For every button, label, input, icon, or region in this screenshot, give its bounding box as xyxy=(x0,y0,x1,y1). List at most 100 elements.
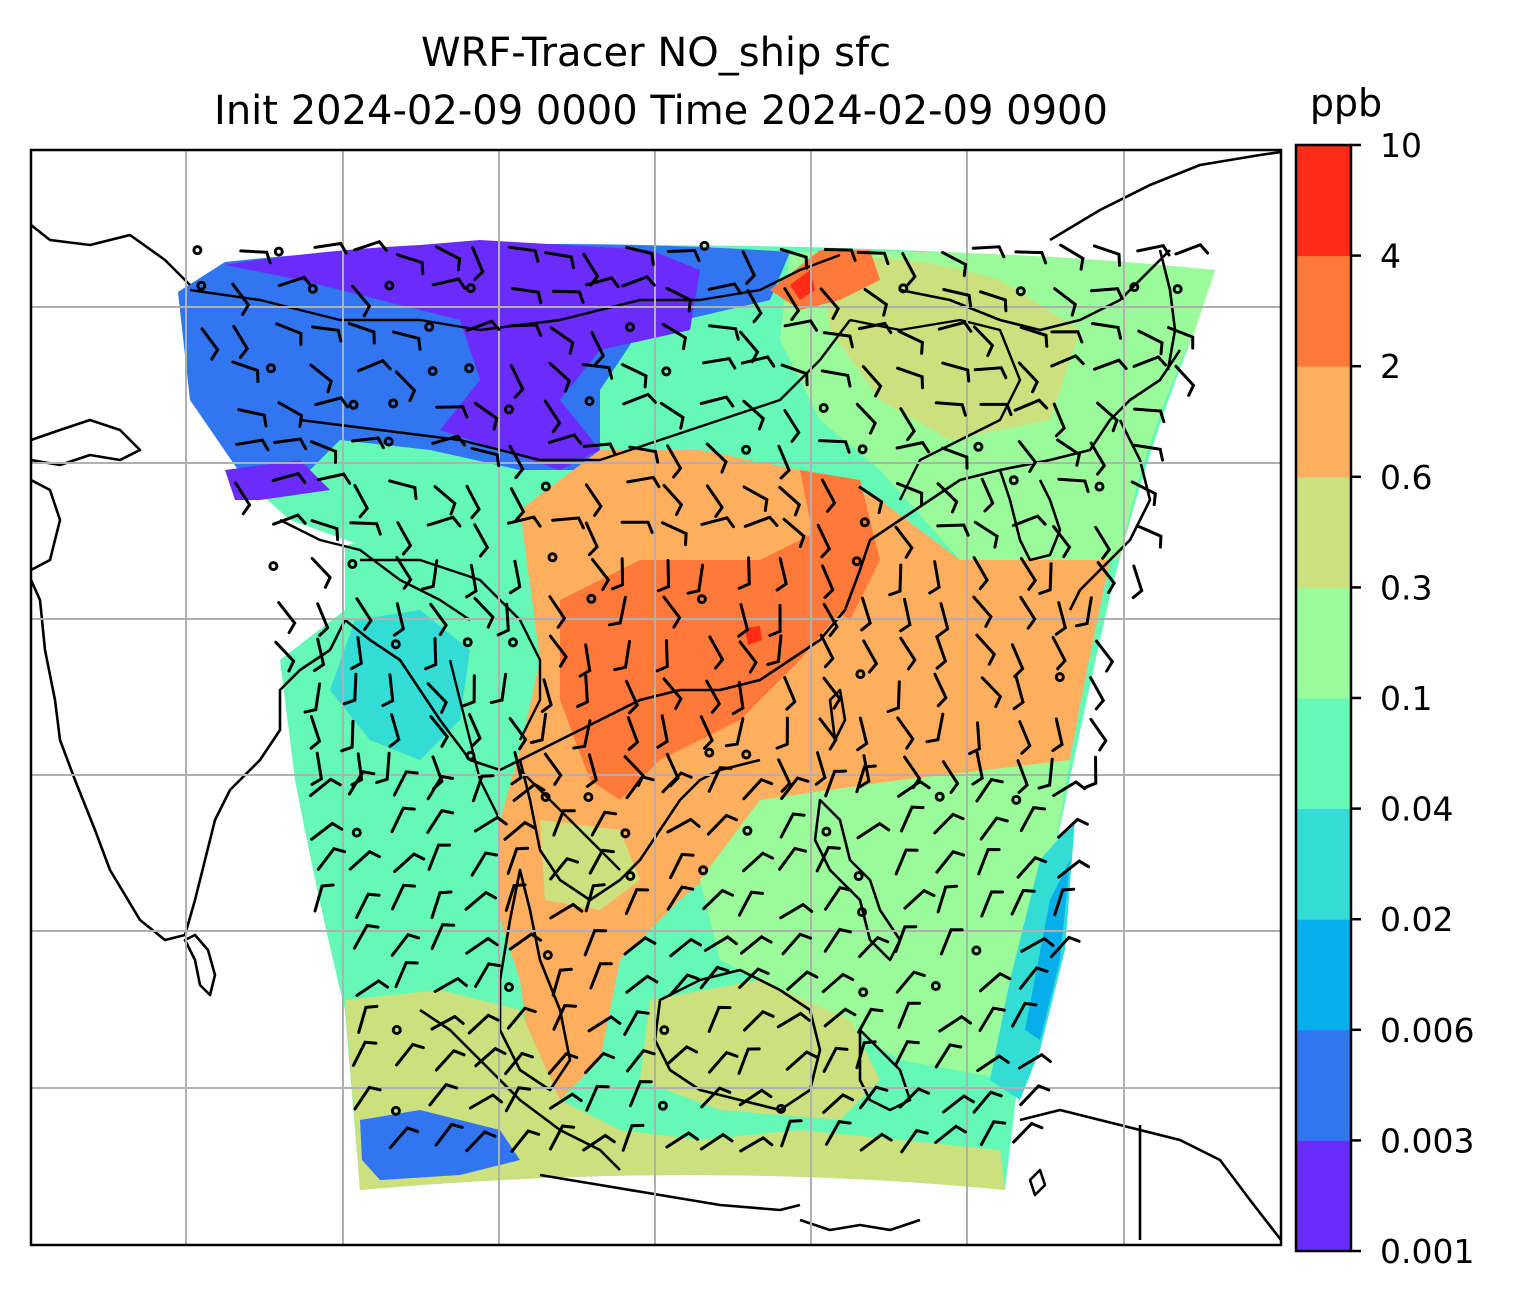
colorbar-tick-label: 0.006 xyxy=(1380,1011,1474,1050)
wind-barb xyxy=(1059,243,1085,271)
wind-barb xyxy=(934,1124,967,1144)
calm-wind-marker xyxy=(384,280,395,291)
wind-barb xyxy=(724,717,745,748)
wind-barb xyxy=(355,597,373,631)
wind-barb xyxy=(303,682,322,714)
wind-barb xyxy=(661,771,693,794)
wind-barb xyxy=(901,252,917,287)
calm-wind-marker xyxy=(1008,475,1019,486)
wind-barb xyxy=(731,680,745,715)
wind-barb xyxy=(780,363,809,387)
wind-barb xyxy=(705,484,724,518)
wind-barb xyxy=(897,779,931,798)
wind-barb xyxy=(862,639,879,674)
wind-barb xyxy=(462,674,476,708)
wind-barb xyxy=(856,716,869,752)
wind-barb xyxy=(572,719,592,750)
wind-barb xyxy=(607,595,627,627)
wind-barb xyxy=(662,677,683,710)
wind-barb xyxy=(625,775,655,800)
wind-barb xyxy=(818,717,838,751)
wind-barb xyxy=(783,287,801,321)
wind-barb xyxy=(310,557,332,589)
wind-barb xyxy=(666,817,701,834)
wind-barb xyxy=(662,483,684,516)
calm-wind-marker xyxy=(857,907,867,918)
calm-wind-marker xyxy=(540,792,551,802)
colorbar-swatch xyxy=(1296,698,1351,810)
wind-barb xyxy=(900,1128,929,1154)
wind-barb xyxy=(392,770,419,797)
calm-wind-marker xyxy=(625,871,636,881)
wind-barb xyxy=(529,712,548,744)
wind-barb xyxy=(700,516,735,529)
wind-barb xyxy=(898,1087,930,1109)
wind-barb xyxy=(474,1046,507,1068)
wind-barb xyxy=(353,239,388,252)
wind-barb xyxy=(390,806,416,834)
wind-barb xyxy=(781,932,812,956)
wind-barb xyxy=(353,483,370,519)
wind-barb xyxy=(1090,287,1124,301)
coastline-sakhalin xyxy=(1158,249,1177,371)
wind-barb xyxy=(746,289,763,324)
colorbar-swatch xyxy=(1296,145,1351,257)
wind-barb xyxy=(275,322,303,346)
wind-barb xyxy=(669,937,702,958)
wind-barb xyxy=(976,1054,1010,1073)
wind-barb xyxy=(980,477,995,513)
wind-barb xyxy=(551,967,573,997)
wind-barb xyxy=(894,925,918,953)
calm-wind-marker xyxy=(1094,481,1105,492)
border-himalaya xyxy=(279,518,471,621)
wind-barb xyxy=(311,325,343,343)
wind-barb xyxy=(435,405,469,419)
calm-wind-marker xyxy=(583,792,594,803)
wind-barb xyxy=(737,556,751,590)
wind-barb xyxy=(708,324,740,341)
wind-barb xyxy=(273,437,308,451)
wind-barb xyxy=(780,1119,803,1148)
wind-barb xyxy=(316,846,347,871)
wind-barb xyxy=(468,713,482,748)
wind-barb xyxy=(352,923,380,950)
wind-barb xyxy=(1018,720,1032,755)
wind-barb xyxy=(1051,717,1064,752)
wind-barb xyxy=(473,815,508,833)
wind-barb xyxy=(859,1132,893,1152)
wind-barb xyxy=(340,719,355,753)
wind-barb xyxy=(1010,643,1025,678)
wind-barb xyxy=(699,715,714,750)
map-title-line2: Init 2024-02-09 0000 Time 2024-02-09 090… xyxy=(214,88,1108,134)
wind-barb xyxy=(820,369,852,388)
wind-barb xyxy=(427,843,451,871)
calm-wind-marker xyxy=(586,593,597,604)
wind-barb xyxy=(686,563,705,595)
field-blue-east xyxy=(990,820,1075,1100)
wind-barb xyxy=(1096,401,1119,433)
calm-wind-marker xyxy=(196,280,207,291)
calm-wind-marker xyxy=(698,865,709,876)
calm-wind-marker xyxy=(351,827,362,838)
wind-barb xyxy=(313,883,335,913)
wind-barb xyxy=(433,485,457,516)
wind-barb xyxy=(894,848,919,876)
wind-barb xyxy=(662,595,682,629)
wind-barb xyxy=(584,483,603,517)
map-panel xyxy=(31,150,1281,1245)
calm-wind-marker xyxy=(192,245,203,256)
wind-barb xyxy=(980,890,1004,918)
wind-barb xyxy=(628,445,660,464)
wind-barb xyxy=(886,680,901,713)
wind-barb xyxy=(1057,477,1090,493)
wind-barb xyxy=(277,601,297,635)
coastline-kamchatka xyxy=(1049,150,1281,242)
wind-barb xyxy=(1013,398,1049,412)
calm-wind-marker xyxy=(542,950,553,961)
wind-barb xyxy=(656,559,671,593)
wind-barb xyxy=(1137,329,1164,356)
wind-barb xyxy=(381,673,395,708)
wind-barb xyxy=(737,603,750,638)
wind-barb xyxy=(941,251,968,278)
wind-barb xyxy=(351,1040,378,1067)
